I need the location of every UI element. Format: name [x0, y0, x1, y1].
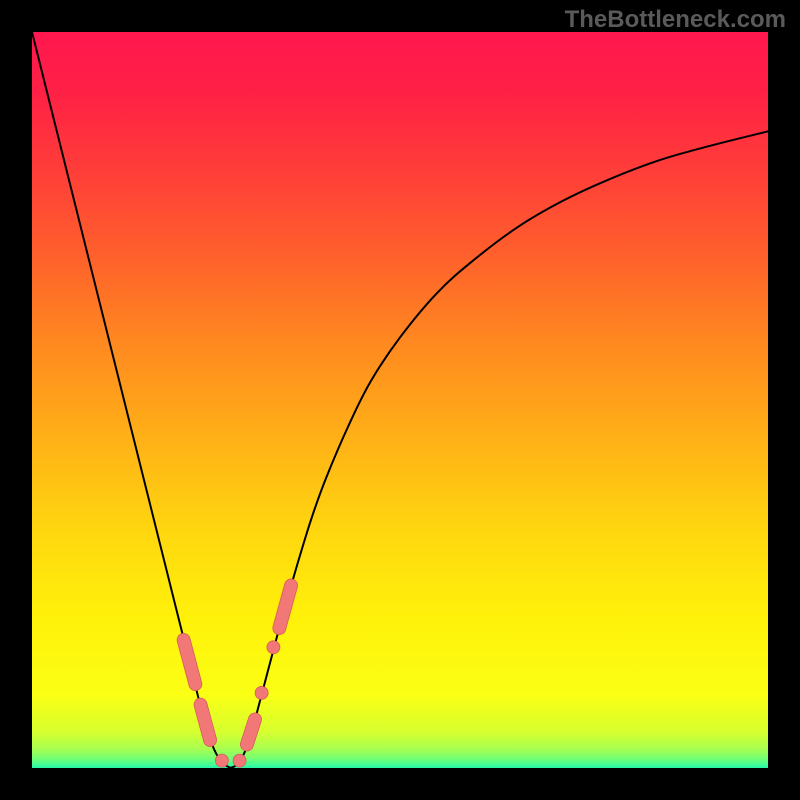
plot-svg	[32, 32, 768, 768]
chart-container: TheBottleneck.com	[0, 0, 800, 800]
marker-point-2	[255, 686, 268, 699]
plot-area	[32, 32, 768, 768]
marker-point-1	[233, 754, 246, 767]
marker-point-0	[215, 754, 228, 767]
gradient-background	[32, 32, 768, 768]
marker-point-3	[267, 641, 280, 654]
watermark-text: TheBottleneck.com	[565, 6, 786, 34]
